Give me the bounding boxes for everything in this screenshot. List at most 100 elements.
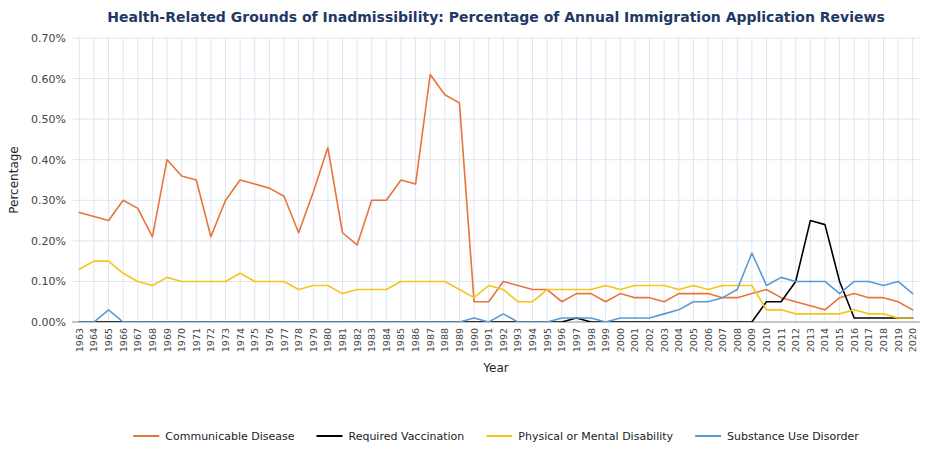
x-tick-label: 2014 [819,328,830,352]
x-tick-label: 1971 [191,328,202,352]
legend-swatch [486,435,512,437]
x-grid-line [824,38,825,322]
series-line [79,75,912,310]
x-tick-label: 2001 [629,328,640,352]
legend-label: Substance Use Disorder [727,430,859,443]
x-grid-line [93,38,94,322]
y-grid-line [72,119,920,120]
x-tick-label: 2010 [761,328,772,352]
x-grid-line [561,38,562,322]
x-grid-line [371,38,372,322]
y-tick-label: 0.00% [31,316,66,329]
y-tick-label: 0.10% [31,275,66,288]
x-tick-label: 1995 [542,328,553,352]
x-tick-label: 1994 [527,328,538,352]
y-tick-label: 0.60% [31,73,66,86]
x-tick-label: 1984 [381,328,392,352]
y-tick-label: 0.50% [31,113,66,126]
x-tick-label: 1972 [205,328,216,352]
x-tick-label: 2015 [834,328,845,352]
x-tick-label: 2011 [776,328,787,352]
series-lines [79,75,912,322]
x-grid-line [766,38,767,322]
x-grid-line [737,38,738,322]
x-grid-line [254,38,255,322]
x-tick-label: 1969 [162,328,173,352]
x-grid-line [517,38,518,322]
x-tick-label: 2017 [863,328,874,352]
y-tick-label: 0.40% [31,154,66,167]
y-grid-line [72,38,920,39]
x-tick-label: 1966 [118,328,129,352]
x-tick-label: 1980 [322,328,333,352]
x-tick-label: 2004 [673,328,684,352]
x-grid-line [79,38,80,322]
x-tick-label: 1986 [410,328,421,352]
x-tick-label: 1964 [88,328,99,352]
x-tick-label: 1993 [512,328,523,352]
x-tick-label: 1982 [352,328,363,352]
grid [72,38,920,322]
x-grid-line [634,38,635,322]
x-tick-label: 2013 [805,328,816,352]
x-grid-line [912,38,913,322]
x-tick-label: 1981 [337,328,348,352]
x-tick-label: 2020 [907,328,918,352]
x-tick-label: 1992 [498,328,509,352]
legend-item: Substance Use Disorder [695,430,859,443]
x-grid-line [898,38,899,322]
x-tick-label: 1963 [74,328,85,352]
x-tick-label: 2005 [688,328,699,352]
legend-label: Communicable Disease [165,430,294,443]
x-grid-line [664,38,665,322]
chart: Health-Related Grounds of Inadmissibilit… [0,0,936,458]
x-tick-label: 1977 [279,328,290,352]
x-grid-line [284,38,285,322]
x-grid-line [386,38,387,322]
x-tick-label: 1965 [103,328,114,352]
x-grid-line [503,38,504,322]
x-grid-line [298,38,299,322]
x-grid-line [210,38,211,322]
x-grid-line [591,38,592,322]
x-grid-line [620,38,621,322]
x-grid-line [108,38,109,322]
x-grid-line [137,38,138,322]
x-grid-line [649,38,650,322]
x-grid-line [854,38,855,322]
y-grid-line [72,78,920,79]
x-grid-line [751,38,752,322]
legend: Communicable Disease Required Vaccination… [133,430,859,443]
y-tick-labels: 0.00%0.10%0.20%0.30%0.40%0.50%0.60%0.70% [31,32,66,329]
y-axis-label: Percentage [7,146,21,214]
x-grid-line [488,38,489,322]
x-grid-line [444,38,445,322]
x-tick-label: 1970 [176,328,187,352]
x-tick-label: 2003 [659,328,670,352]
x-grid-line [678,38,679,322]
x-tick-label: 1988 [439,328,450,352]
x-tick-label: 1974 [235,328,246,352]
x-grid-line [532,38,533,322]
x-grid-line [167,38,168,322]
x-grid-line [225,38,226,322]
x-grid-line [693,38,694,322]
x-tick-label: 2000 [615,328,626,352]
y-tick-label: 0.70% [31,32,66,45]
x-grid-line [722,38,723,322]
x-axis-label: Year [482,361,508,375]
x-tick-label: 2016 [849,328,860,352]
legend-item: Physical or Mental Disability [486,430,673,443]
x-grid-line [605,38,606,322]
x-tick-label: 1989 [454,328,465,352]
x-grid-line [547,38,548,322]
x-tick-label: 2012 [790,328,801,352]
y-tick-label: 0.30% [31,194,66,207]
x-tick-label: 1997 [571,328,582,352]
x-grid-line [342,38,343,322]
legend-item: Required Vaccination [317,430,465,443]
x-tick-label: 1987 [425,328,436,352]
x-grid-line [810,38,811,322]
legend-label: Physical or Mental Disability [518,430,673,443]
x-grid-line [123,38,124,322]
